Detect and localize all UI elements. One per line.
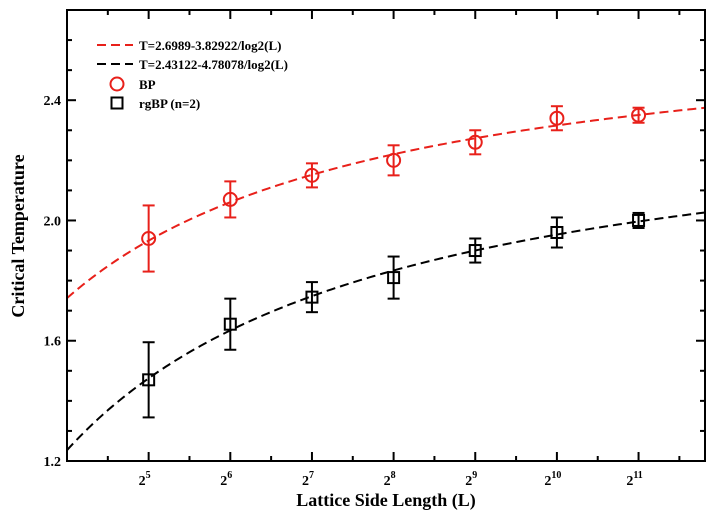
bp-data-point (631, 107, 647, 123)
rgbp-data-point (142, 373, 156, 387)
rgbp-data-point (632, 213, 646, 227)
x-tick-label: 26 (220, 470, 232, 489)
legend-label: rgBP (n=2) (139, 96, 200, 111)
plot-frame (66, 9, 706, 462)
legend: T=2.6989-3.82922/log2(L) T=2.43122-4.7807… (97, 38, 288, 111)
legend-label: BP (139, 77, 156, 92)
y-tick-label: 1.2 (44, 455, 62, 470)
bp-data-point (467, 134, 483, 150)
y-axis-title: Critical Temperature (8, 154, 28, 317)
data-points (141, 105, 647, 419)
bp-data-point (304, 167, 320, 183)
bp-data-point (386, 152, 402, 168)
y-tick-label: 2.4 (44, 94, 62, 109)
fit-curves (66, 106, 706, 451)
legend-label: T=2.43122-4.78078/log2(L) (139, 57, 288, 72)
legend-square-marker (110, 96, 124, 110)
rgbp-data-point (468, 244, 482, 258)
legend-circle-marker (109, 76, 125, 92)
rgbp-data-point (550, 225, 564, 239)
fit-curve-1 (66, 106, 706, 299)
rgbp-data-point (305, 290, 319, 304)
y-axis-ticks: 1.2 1.6 2.0 2.4 (44, 39, 705, 470)
x-tick-label: 29 (465, 470, 477, 489)
y-tick-label: 2.0 (44, 214, 62, 229)
x-tick-label: 211 (626, 470, 642, 489)
x-tick-label: 25 (139, 470, 151, 489)
x-axis-ticks: 25 26 27 28 29 210 211 (66, 10, 681, 489)
x-tick-label: 28 (384, 470, 396, 489)
rgbp-data-point (387, 271, 401, 285)
x-tick-label: 210 (544, 470, 561, 489)
bp-data-point (222, 191, 238, 207)
x-tick-label: 27 (302, 470, 314, 489)
bp-data-point (549, 110, 565, 126)
rgbp-data-point (223, 317, 237, 331)
y-tick-label: 1.6 (44, 335, 62, 350)
bp-data-point (141, 231, 157, 247)
x-axis-title: Lattice Side Length (L) (296, 490, 476, 511)
fit-curve-2 (66, 211, 706, 451)
legend-label: T=2.6989-3.82922/log2(L) (139, 38, 281, 53)
